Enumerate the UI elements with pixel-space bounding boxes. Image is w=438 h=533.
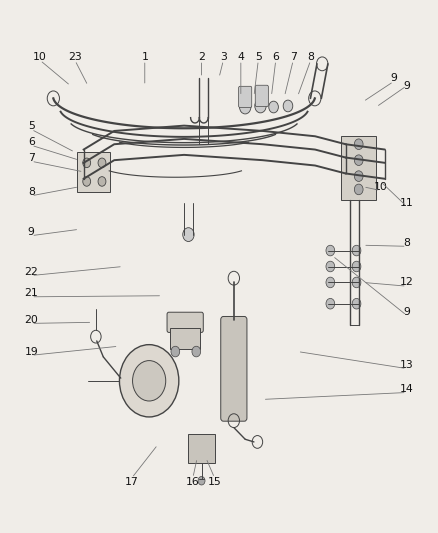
FancyBboxPatch shape bbox=[170, 328, 200, 349]
FancyBboxPatch shape bbox=[188, 434, 215, 463]
Text: 5: 5 bbox=[255, 52, 262, 61]
Text: 8: 8 bbox=[403, 238, 410, 247]
Text: 20: 20 bbox=[25, 314, 38, 325]
Text: 23: 23 bbox=[68, 52, 82, 61]
Circle shape bbox=[183, 228, 194, 241]
Circle shape bbox=[354, 171, 363, 181]
Circle shape bbox=[326, 277, 335, 288]
Circle shape bbox=[354, 155, 363, 165]
Circle shape bbox=[352, 245, 361, 256]
Circle shape bbox=[83, 176, 91, 186]
Circle shape bbox=[98, 158, 106, 167]
Text: 9: 9 bbox=[390, 73, 397, 83]
Text: 15: 15 bbox=[208, 477, 222, 487]
Text: 6: 6 bbox=[28, 136, 35, 147]
FancyBboxPatch shape bbox=[77, 152, 110, 192]
Text: 19: 19 bbox=[25, 346, 38, 357]
Circle shape bbox=[240, 100, 251, 114]
Text: 10: 10 bbox=[374, 182, 388, 192]
Circle shape bbox=[171, 346, 180, 357]
Text: 16: 16 bbox=[186, 477, 200, 487]
FancyBboxPatch shape bbox=[255, 85, 268, 107]
Circle shape bbox=[269, 101, 279, 113]
Circle shape bbox=[326, 245, 335, 256]
Circle shape bbox=[255, 99, 266, 113]
Text: 10: 10 bbox=[33, 52, 47, 61]
Circle shape bbox=[326, 261, 335, 272]
Circle shape bbox=[326, 298, 335, 309]
Text: 3: 3 bbox=[220, 52, 227, 61]
Circle shape bbox=[133, 361, 166, 401]
Text: 5: 5 bbox=[28, 120, 35, 131]
Text: 21: 21 bbox=[25, 288, 38, 298]
Circle shape bbox=[283, 100, 293, 112]
Circle shape bbox=[192, 346, 201, 357]
FancyBboxPatch shape bbox=[221, 317, 247, 421]
Text: 1: 1 bbox=[141, 52, 148, 61]
Text: 9: 9 bbox=[403, 81, 410, 91]
Circle shape bbox=[354, 139, 363, 150]
Circle shape bbox=[354, 184, 363, 195]
Text: 17: 17 bbox=[125, 477, 138, 487]
Text: 11: 11 bbox=[400, 198, 413, 208]
Text: 14: 14 bbox=[400, 384, 413, 394]
Text: 7: 7 bbox=[290, 52, 297, 61]
FancyBboxPatch shape bbox=[239, 86, 252, 108]
Text: 12: 12 bbox=[400, 278, 413, 287]
Text: 22: 22 bbox=[25, 267, 38, 277]
Text: 9: 9 bbox=[403, 306, 410, 317]
Text: 8: 8 bbox=[307, 52, 314, 61]
Text: 7: 7 bbox=[28, 152, 35, 163]
Circle shape bbox=[120, 345, 179, 417]
Circle shape bbox=[83, 158, 91, 167]
FancyBboxPatch shape bbox=[341, 136, 376, 200]
Text: 6: 6 bbox=[272, 52, 279, 61]
Circle shape bbox=[352, 277, 361, 288]
Text: 4: 4 bbox=[237, 52, 244, 61]
Circle shape bbox=[98, 176, 106, 186]
Text: 13: 13 bbox=[400, 360, 413, 370]
Circle shape bbox=[352, 261, 361, 272]
FancyBboxPatch shape bbox=[167, 312, 203, 333]
Circle shape bbox=[352, 298, 361, 309]
Text: 2: 2 bbox=[198, 52, 205, 61]
Text: 9: 9 bbox=[28, 227, 35, 237]
Text: 8: 8 bbox=[28, 187, 35, 197]
Circle shape bbox=[198, 477, 205, 485]
